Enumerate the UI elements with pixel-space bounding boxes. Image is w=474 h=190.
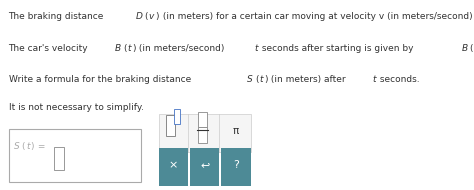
Text: seconds after starting is given by: seconds after starting is given by	[259, 44, 416, 53]
Text: (in meters) for a certain car moving at velocity v (in meters/second) is given b: (in meters) for a certain car moving at …	[160, 12, 474, 21]
Text: (: (	[22, 142, 25, 151]
Text: (in meters) after: (in meters) after	[268, 75, 349, 84]
Text: It is not necessary to simplify.: It is not necessary to simplify.	[9, 103, 144, 112]
FancyBboxPatch shape	[198, 112, 207, 127]
Text: B: B	[115, 44, 121, 53]
Text: ?: ?	[233, 160, 239, 170]
Text: seconds.: seconds.	[377, 75, 419, 84]
Text: S: S	[247, 75, 253, 84]
FancyBboxPatch shape	[9, 129, 141, 182]
FancyBboxPatch shape	[221, 148, 251, 186]
Text: S: S	[14, 142, 20, 151]
Text: (: (	[470, 44, 473, 53]
Text: ): )	[264, 75, 267, 84]
Text: v: v	[149, 12, 154, 21]
FancyBboxPatch shape	[166, 115, 174, 136]
Text: (: (	[255, 75, 258, 84]
FancyBboxPatch shape	[174, 109, 180, 124]
Text: t: t	[254, 44, 258, 53]
FancyBboxPatch shape	[190, 148, 219, 186]
Text: ): )	[132, 44, 136, 53]
Text: The car's velocity: The car's velocity	[9, 44, 91, 53]
Text: The braking distance: The braking distance	[9, 12, 107, 21]
Text: ↩: ↩	[200, 160, 210, 170]
Text: Write a formula for the braking distance: Write a formula for the braking distance	[9, 75, 194, 84]
Text: (: (	[123, 44, 127, 53]
Text: t: t	[128, 44, 131, 53]
Text: ): )	[155, 12, 159, 21]
Text: B: B	[462, 44, 468, 53]
Text: t: t	[259, 75, 263, 84]
FancyBboxPatch shape	[159, 148, 188, 186]
Text: (: (	[144, 12, 148, 21]
Text: t: t	[26, 142, 30, 151]
Text: ): )	[31, 142, 34, 151]
Text: ×: ×	[169, 160, 178, 170]
Text: D: D	[135, 12, 142, 21]
Text: =: =	[35, 142, 48, 151]
Text: t: t	[372, 75, 376, 84]
FancyBboxPatch shape	[198, 127, 207, 142]
FancyBboxPatch shape	[159, 114, 251, 152]
Text: π: π	[233, 126, 239, 136]
FancyBboxPatch shape	[54, 147, 64, 170]
Text: (in meters/second): (in meters/second)	[137, 44, 228, 53]
